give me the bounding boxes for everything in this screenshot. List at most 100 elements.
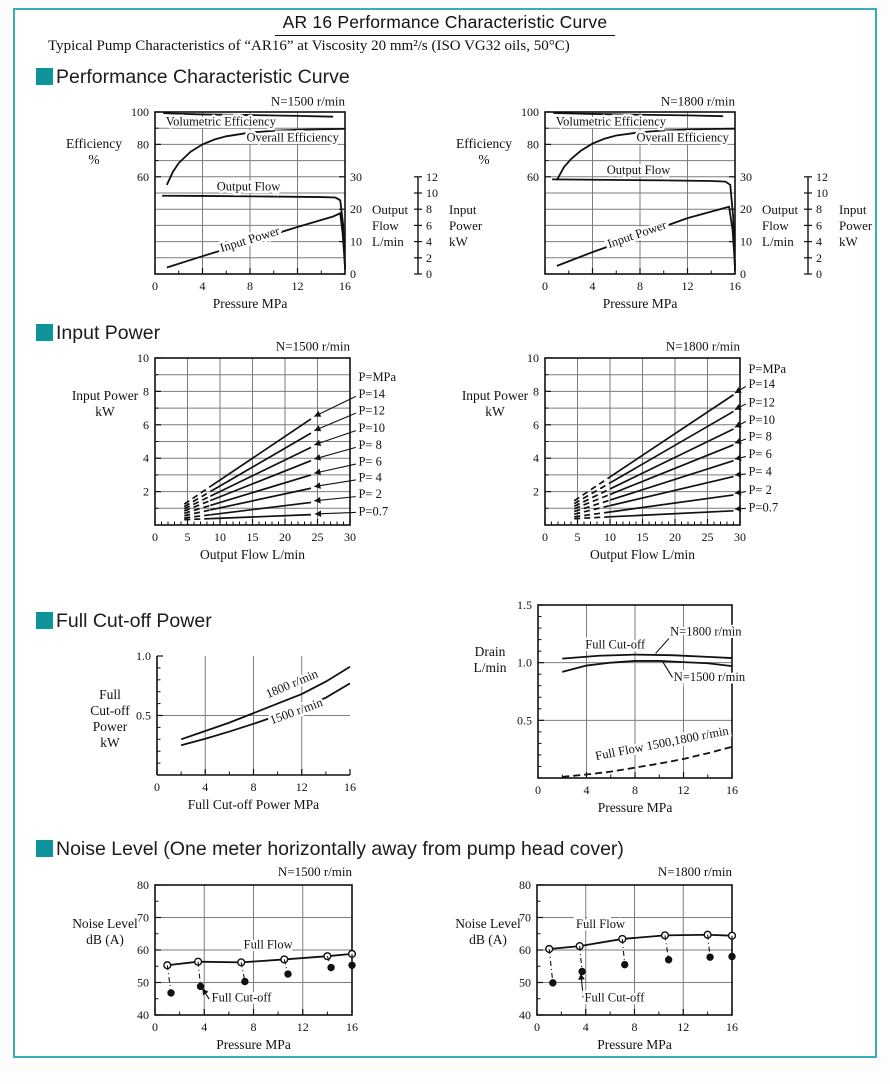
svg-text:10: 10 <box>137 351 149 365</box>
svg-text:12: 12 <box>682 279 694 293</box>
section-heading-full-cutoff-power: Full Cut-off Power <box>36 610 212 633</box>
svg-text:Pressure MPa: Pressure MPa <box>603 296 678 311</box>
svg-text:kW: kW <box>839 234 859 249</box>
svg-text:Efficiency: Efficiency <box>456 136 512 151</box>
svg-text:4: 4 <box>583 1020 589 1034</box>
svg-text:P= 2: P= 2 <box>358 487 381 501</box>
svg-text:12: 12 <box>296 780 308 794</box>
svg-text:0: 0 <box>426 267 432 281</box>
svg-text:1.0: 1.0 <box>517 656 532 670</box>
svg-text:60: 60 <box>527 170 539 184</box>
svg-text:40: 40 <box>137 1008 149 1022</box>
svg-text:P=14: P=14 <box>748 377 775 391</box>
svg-text:P= 4: P= 4 <box>748 465 772 479</box>
svg-text:15: 15 <box>637 530 649 544</box>
svg-text:P= 2: P= 2 <box>748 483 771 497</box>
svg-text:Efficiency: Efficiency <box>66 136 122 151</box>
svg-text:Power: Power <box>839 218 873 233</box>
svg-text:Full Cut-off: Full Cut-off <box>212 990 273 1004</box>
svg-text:kW: kW <box>485 404 505 419</box>
svg-text:N=1800 r/min: N=1800 r/min <box>661 94 736 109</box>
svg-text:0: 0 <box>740 267 746 281</box>
svg-text:10: 10 <box>214 530 226 544</box>
chart-performance-n1500: 0 4 8 12 16 Pressure MPa 60 80 100 Efficiency% 30 2… <box>48 94 498 311</box>
svg-text:20: 20 <box>669 530 681 544</box>
section-bullet-icon <box>36 840 53 857</box>
chart-svg-noise-1500: 0 4 8 12 16 Pressure MPa 40 50 60 70 80 Noise Level… <box>72 864 358 1052</box>
svg-text:40: 40 <box>519 1008 531 1022</box>
svg-text:70: 70 <box>137 911 149 925</box>
svg-text:L/min: L/min <box>762 234 794 249</box>
svg-text:Drain: Drain <box>475 644 506 659</box>
svg-text:12: 12 <box>292 279 304 293</box>
svg-text:16: 16 <box>726 783 738 797</box>
svg-text:N=1500 r/min: N=1500 r/min <box>276 338 351 353</box>
svg-text:Input: Input <box>449 202 477 217</box>
svg-text:5: 5 <box>185 530 191 544</box>
svg-text:12: 12 <box>677 1020 689 1034</box>
svg-text:N=1500 r/min: N=1500 r/min <box>674 670 746 684</box>
svg-text:8: 8 <box>632 783 638 797</box>
svg-text:6: 6 <box>533 418 539 432</box>
svg-text:8: 8 <box>247 279 253 293</box>
svg-text:80: 80 <box>527 137 539 151</box>
svg-text:P= 6: P= 6 <box>358 455 381 469</box>
svg-text:20: 20 <box>279 530 291 544</box>
svg-text:Full Cut-off: Full Cut-off <box>585 637 646 651</box>
svg-text:dB (A): dB (A) <box>469 932 507 947</box>
section-heading-input-power: Input Power <box>36 322 160 345</box>
svg-text:P=14: P=14 <box>358 387 385 401</box>
svg-text:8: 8 <box>251 1020 257 1034</box>
svg-text:Volumetric Efficiency: Volumetric Efficiency <box>556 114 667 128</box>
svg-text:12: 12 <box>426 170 438 184</box>
svg-text:kW: kW <box>95 404 115 419</box>
svg-text:Full: Full <box>99 687 121 702</box>
svg-text:P=MPa: P=MPa <box>748 362 786 376</box>
svg-text:15: 15 <box>247 530 259 544</box>
svg-text:0: 0 <box>152 530 158 544</box>
svg-text:16: 16 <box>726 1020 738 1034</box>
svg-text:Overall Efficiency: Overall Efficiency <box>636 130 729 144</box>
chart-drain: 0 4 8 12 16 Pressure MPa 0.5 1.0 1.5 Drain L/min Fu… <box>438 596 838 816</box>
section-heading-noise-level: Noise Level (One meter horizontally away… <box>36 838 624 861</box>
svg-text:Volumetric Efficiency: Volumetric Efficiency <box>166 114 277 128</box>
svg-text:0.5: 0.5 <box>517 713 532 727</box>
svg-text:4: 4 <box>200 279 206 293</box>
svg-text:0.5: 0.5 <box>136 709 151 723</box>
svg-text:N=1500 r/min: N=1500 r/min <box>278 864 353 879</box>
svg-text:12: 12 <box>678 783 690 797</box>
svg-text:100: 100 <box>131 105 149 119</box>
chart-performance-n1800: 0 4 8 12 16 Pressure MPa 60 80 100 Efficiency% 30 2… <box>438 94 888 311</box>
svg-text:30: 30 <box>344 530 356 544</box>
svg-text:Output Flow: Output Flow <box>607 163 671 177</box>
svg-text:60: 60 <box>137 943 149 957</box>
svg-text:1800 r/min: 1800 r/min <box>264 666 321 701</box>
section-bullet-icon <box>36 324 53 341</box>
svg-text:1.0: 1.0 <box>136 649 151 663</box>
svg-text:8: 8 <box>637 279 643 293</box>
svg-text:P= 4: P= 4 <box>358 470 382 484</box>
svg-text:%: % <box>478 152 489 167</box>
svg-text:P=0.7: P=0.7 <box>748 500 778 514</box>
svg-text:6: 6 <box>143 418 149 432</box>
svg-text:kW: kW <box>100 735 120 750</box>
svg-text:Noise Level: Noise Level <box>72 916 138 931</box>
svg-text:10: 10 <box>740 235 752 249</box>
svg-text:12: 12 <box>297 1020 309 1034</box>
svg-text:Output Flow L/min: Output Flow L/min <box>590 547 695 562</box>
svg-text:4: 4 <box>533 451 539 465</box>
chart-noise-n1800: 0 4 8 12 16 Pressure MPa 40 50 60 70 80 Noise Level… <box>438 864 838 1052</box>
svg-text:1.5: 1.5 <box>517 598 532 612</box>
svg-text:8: 8 <box>632 1020 638 1034</box>
svg-text:60: 60 <box>137 170 149 184</box>
svg-text:Cut-off: Cut-off <box>90 703 130 718</box>
svg-text:Pressure MPa: Pressure MPa <box>597 1037 672 1052</box>
svg-text:Pressure MPa: Pressure MPa <box>598 800 673 815</box>
svg-text:10: 10 <box>604 530 616 544</box>
svg-text:4: 4 <box>426 235 432 249</box>
svg-text:Input Power: Input Power <box>462 388 529 403</box>
svg-text:Full Cut-off Power MPa: Full Cut-off Power MPa <box>188 797 319 812</box>
svg-text:0: 0 <box>152 279 158 293</box>
svg-text:10: 10 <box>426 186 438 200</box>
svg-text:20: 20 <box>350 202 362 216</box>
